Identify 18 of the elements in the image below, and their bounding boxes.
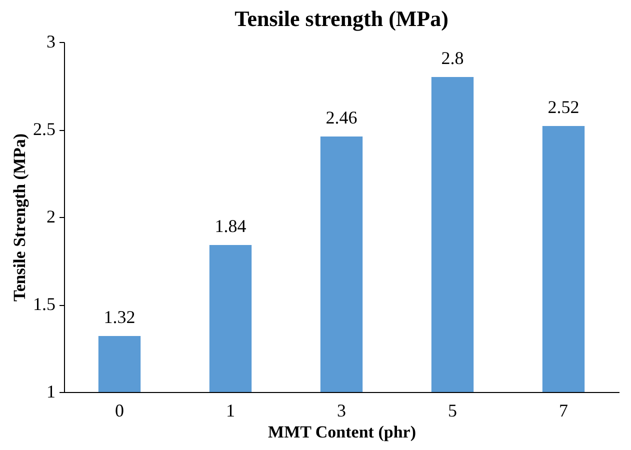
data-label: 1.32 bbox=[104, 307, 136, 327]
y-tick-label: 2 bbox=[46, 206, 56, 226]
x-tick-label: 1 bbox=[226, 400, 235, 420]
x-tick-label: 5 bbox=[448, 400, 457, 420]
y-axis-title: Tensile Strength (MPa) bbox=[10, 133, 29, 302]
x-tick-label: 7 bbox=[559, 400, 568, 420]
x-tick-label: 3 bbox=[337, 400, 346, 420]
data-label: 2.8 bbox=[441, 48, 464, 68]
y-tick-label: 2.5 bbox=[33, 119, 56, 139]
y-tick-label: 3 bbox=[46, 32, 56, 52]
x-tick-label: 0 bbox=[115, 400, 124, 420]
chart-title: Tensile strength (MPa) bbox=[234, 6, 448, 31]
x-axis-title: MMT Content (phr) bbox=[268, 422, 416, 442]
y-tick-label: 1 bbox=[46, 382, 56, 402]
data-label: 2.46 bbox=[326, 108, 358, 128]
y-tick-label: 1.5 bbox=[33, 294, 56, 314]
data-label: 2.52 bbox=[548, 97, 580, 117]
data-label: 1.84 bbox=[214, 216, 246, 236]
